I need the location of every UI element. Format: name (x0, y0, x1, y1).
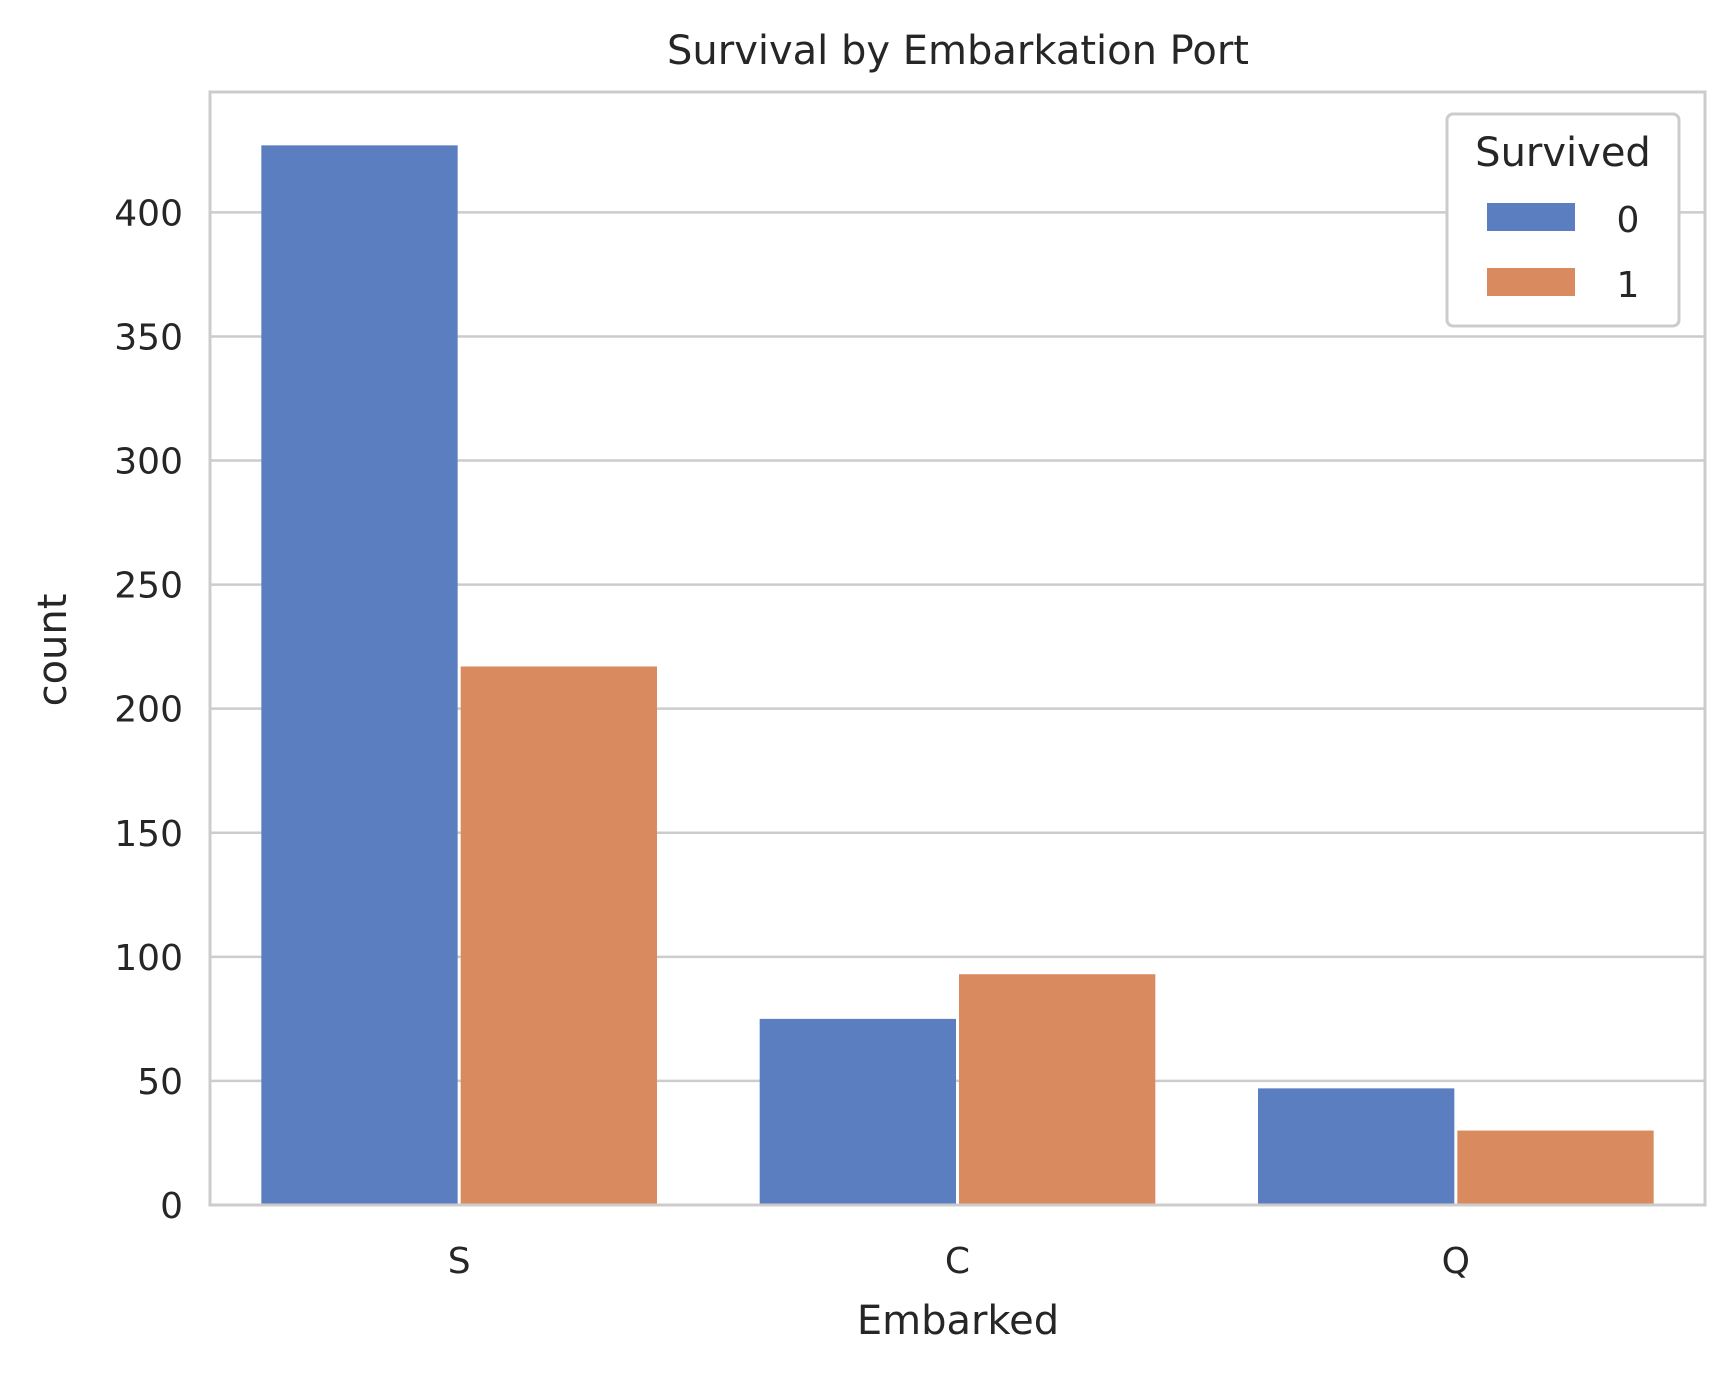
plot-frame (208, 90, 1707, 1207)
bar-S-survived-0 (261, 145, 458, 1206)
y-tick-label: 250 (114, 566, 183, 607)
y-tick-labels: 0 50 100 150 200 250 300 350 400 (114, 193, 183, 1227)
legend: Survived 0 1 (1445, 112, 1681, 328)
x-tick-label: S (448, 1241, 471, 1282)
bar-C-survived-1 (959, 974, 1156, 1205)
y-tick-label: 350 (114, 317, 183, 358)
grid-layer (210, 211, 1705, 1083)
y-tick-label: 50 (137, 1062, 183, 1103)
bar-Q-survived-1 (1457, 1130, 1654, 1205)
y-tick-label: 400 (114, 193, 183, 234)
x-axis-label: Embarked (857, 1298, 1059, 1344)
legend-swatch-survived-0 (1487, 203, 1575, 231)
y-tick-label: 300 (114, 442, 183, 483)
y-tick-label: 200 (114, 690, 183, 731)
legend-label-survived-0: 0 (1617, 200, 1640, 241)
y-tick-label: 100 (114, 938, 183, 979)
bar-S-survived-1 (460, 666, 657, 1205)
y-tick-label: 150 (114, 814, 183, 855)
legend-title: Survived (1475, 130, 1651, 176)
y-tick-label: 0 (160, 1186, 183, 1227)
y-axis-label: count (30, 594, 76, 707)
chart-title: Survival by Embarkation Port (667, 28, 1249, 74)
x-tick-label: Q (1442, 1241, 1470, 1282)
legend-label-survived-1: 1 (1617, 265, 1640, 306)
x-tick-label: C (945, 1241, 970, 1282)
bars-layer (261, 145, 1654, 1206)
legend-swatch-survived-1 (1487, 268, 1575, 296)
bar-Q-survived-0 (1258, 1088, 1455, 1205)
bar-C-survived-0 (759, 1018, 956, 1205)
